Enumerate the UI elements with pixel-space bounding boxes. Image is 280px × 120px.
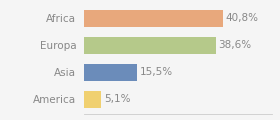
Bar (84, 10, 223, 27)
Bar (84, 64, 137, 81)
Text: 15,5%: 15,5% (140, 67, 173, 77)
Bar (84, 37, 216, 54)
Text: 40,8%: 40,8% (226, 13, 259, 23)
Text: 5,1%: 5,1% (104, 94, 131, 104)
Bar (84, 91, 101, 108)
Text: 38,6%: 38,6% (218, 40, 251, 50)
